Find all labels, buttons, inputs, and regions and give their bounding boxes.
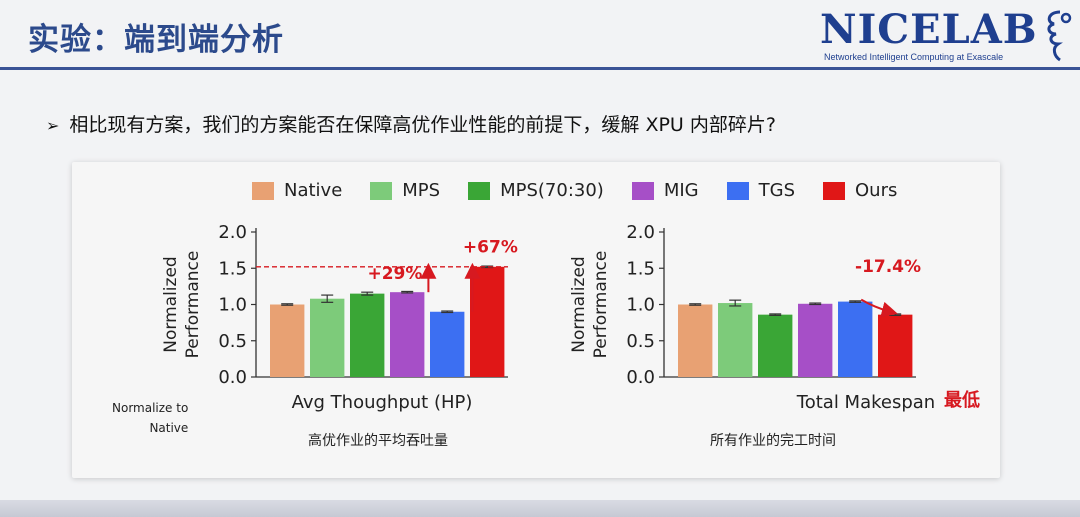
x-axis-highlight: 最低 [944,389,980,411]
logo-tagline: Networked Intelligent Computing at Exasc… [824,52,1004,62]
figure-panel: Native MPS MPS(70:30) MIG TGS Ours 0.0 0.5 1.0 1… [72,162,1000,478]
y-axis-label-line: Normalized [569,256,589,352]
question-text: 相比现有方案，我们的方案能否在保障高优作业性能的前提下，缓解 XPU 内部碎片? [69,114,776,136]
legend: Native MPS MPS(70:30) MIG TGS Ours [252,180,897,201]
bar-tgs [430,311,465,377]
x-axis-label: Total Makespan [796,392,935,413]
reduction-arrow [860,298,898,318]
legend-item-tgs: TGS [726,180,795,201]
gain-annotation: +29% [367,264,422,284]
y-axis-label-line: Normalized [161,256,181,352]
bar-native [270,304,305,377]
legend-label: MIG [663,180,699,201]
bullet-arrow-icon: ➢ [46,116,60,135]
bar-mig [798,303,833,377]
y-tick-label: 1.0 [626,295,655,316]
slide-title: 实验：端到端分析 [28,22,284,58]
bar-mps-70-30- [758,314,793,377]
legend-label: MPS(70:30) [500,180,604,201]
gain-annotation: +67% [463,237,518,257]
legend-swatch [252,181,274,200]
legend-swatch [726,181,749,200]
y-tick-label: 2.0 [626,222,655,243]
legend-item-mps: MPS [370,180,440,201]
bar-native [678,304,713,377]
y-axis-label: Normalized Performance [161,251,203,359]
bar-ours [878,314,913,377]
legend-label: Native [284,180,343,201]
legend-swatch [370,181,393,200]
x-axis-label: Avg Thoughput (HP) [292,392,473,413]
y-axis-label-line: Performance [591,251,611,359]
legend-label: TGS [758,180,795,201]
legend-swatch [468,181,491,200]
bar-ours [470,266,505,377]
caption-throughput: 高优作业的平均吞吐量 [308,433,448,449]
legend-label: Ours [855,180,898,201]
legend-item-native: Native [252,180,342,201]
y-tick-label: 0.0 [626,367,655,388]
y-tick-label: 1.0 [218,295,247,316]
y-tick-label: 1.5 [218,258,247,279]
bar-mps [310,298,345,377]
legend-label: MPS [402,180,441,201]
y-tick-label: 0.5 [218,331,247,352]
makespan-chart: 0.0 0.5 1.0 1.5 2.0 Normalized Performance Tota… [569,222,980,413]
logo-mark-icon [1047,10,1072,62]
bar-tgs [838,301,873,377]
y-axis-label: Normalized Performance [569,251,611,359]
normalize-note: Normalize to Native [112,401,189,435]
legend-item-mig: MIG [631,180,699,201]
bar-mig [390,292,425,377]
y-tick-label: 0.0 [218,367,247,388]
question-bullet: ➢ 相比现有方案，我们的方案能否在保障高优作业性能的前提下，缓解 XPU 内部碎片… [46,110,776,137]
legend-item-ours: Ours [823,180,897,201]
reduction-annotation: -17.4% [855,257,921,277]
nicelab-logo: NICELAB Networked Intelligent Computing … [820,6,1080,64]
caption-makespan: 所有作业的完工时间 [710,433,836,449]
bottom-band [0,500,1080,517]
throughput-chart: 0.0 0.5 1.0 1.5 2.0 Normalized Performance Avg … [161,222,518,413]
title-rule [0,67,1080,70]
y-tick-label: 0.5 [626,331,655,352]
legend-swatch [631,181,654,200]
bar-mps [718,303,753,377]
y-tick-label: 2.0 [218,222,247,243]
y-axis-label-line: Performance [183,251,203,359]
bar-mps-70-30- [350,293,385,377]
logo-text: NICELAB [820,6,1038,53]
legend-swatch [823,181,845,200]
legend-item-mps-70-30-: MPS(70:30) [468,180,604,201]
y-tick-label: 1.5 [626,258,655,279]
